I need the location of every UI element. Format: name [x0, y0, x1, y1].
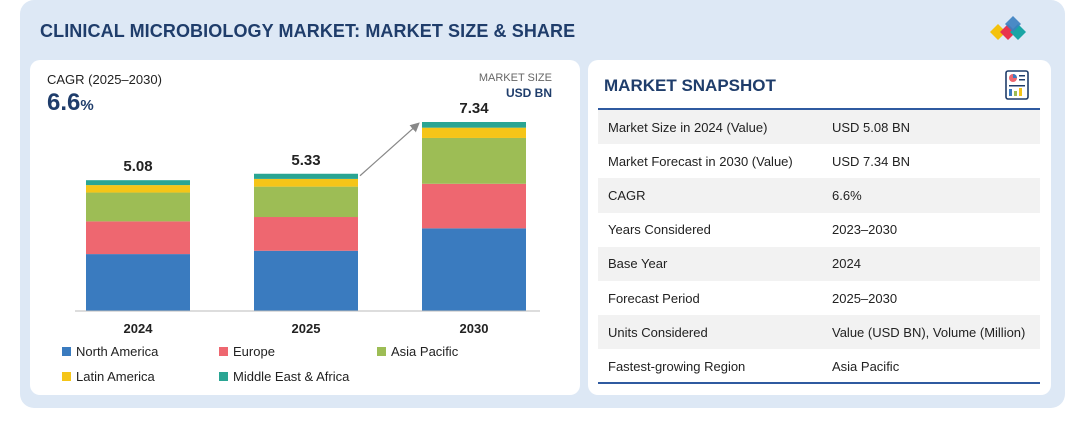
bar-segment-2024-latin-america	[86, 185, 190, 193]
bar-segment-2030-middle-east-africa	[422, 122, 526, 128]
total-label-2030: 7.34	[459, 100, 489, 117]
bar-segment-2024-europe	[86, 221, 190, 255]
legend-item-asia-pacific: Asia Pacific	[377, 344, 458, 359]
total-label-2025: 5.33	[291, 152, 320, 169]
market-size-label: MARKET SIZE	[478, 72, 552, 84]
cagr-percent-sign: %	[80, 97, 94, 114]
snapshot-row: Years Considered 2023–2030	[598, 213, 1040, 247]
legend-label: Asia Pacific	[391, 344, 459, 359]
snapshot-key: CAGR	[608, 187, 646, 203]
bar-segment-2030-north-america	[422, 228, 526, 311]
snapshot-value: USD 7.34 BN	[832, 153, 911, 169]
legend-label: Latin America	[76, 369, 155, 384]
snapshot-value: USD 5.08 BN	[832, 119, 911, 135]
snapshot-row: Fastest-growing Region Asia Pacific	[598, 349, 1040, 383]
legend-label: North America	[76, 344, 159, 359]
snapshot-value: Asia Pacific	[832, 358, 900, 374]
chart-panel: CAGR (2025–2030) 6.6% MARKET SIZE USD BN…	[30, 60, 580, 395]
bar-segment-2024-asia-pacific	[86, 192, 190, 222]
page-title: CLINICAL MICROBIOLOGY MARKET: MARKET SIZ…	[40, 21, 576, 41]
legend-item-latin-america: Latin America	[62, 369, 155, 384]
bar-segment-2025-europe	[254, 217, 358, 251]
snapshot-value: 2023–2030	[832, 222, 898, 238]
x-tick-label-2025: 2025	[292, 321, 321, 336]
snapshot-row: CAGR 6.6%	[598, 178, 1040, 213]
snapshot-key: Market Size in 2024 (Value)	[608, 119, 768, 135]
legend-label: Middle East & Africa	[233, 369, 350, 384]
snapshot-top-rule	[598, 108, 1040, 110]
snapshot-value: 2025–2030	[832, 290, 898, 306]
snapshot-key: Base Year	[608, 256, 668, 272]
snapshot-row: Base Year 2024	[598, 246, 1040, 281]
market-size-unit: USD BN	[505, 86, 552, 100]
bar-segment-2024-north-america	[86, 254, 190, 311]
total-label-2024: 5.08	[123, 158, 152, 175]
legend-item-europe: Europe	[219, 344, 275, 359]
bar-segment-2025-asia-pacific	[254, 186, 358, 218]
stacked-bar-chart: 5.08 2024 5.33 2025 7.34 2030	[75, 100, 540, 336]
legend-swatch	[219, 372, 228, 381]
bar-segment-2025-north-america	[254, 250, 358, 311]
legend-swatch	[62, 372, 71, 381]
snapshot-row: Forecast Period 2025–2030	[598, 281, 1040, 315]
logo-diamond-yellow	[990, 24, 1006, 40]
legend-swatch	[219, 347, 228, 356]
snapshot-row: Market Size in 2024 (Value) USD 5.08 BN	[598, 110, 1040, 145]
cagr-value: 6.6%	[47, 89, 94, 117]
bar-segment-2030-europe	[422, 183, 526, 229]
legend-swatch	[377, 347, 386, 356]
bar-segment-2025-middle-east-africa	[254, 173, 358, 179]
snapshot-value: 6.6%	[832, 187, 862, 203]
snapshot-key: Fastest-growing Region	[608, 358, 746, 374]
bar-segment-2030-asia-pacific	[422, 137, 526, 184]
snapshot-key: Market Forecast in 2030 (Value)	[608, 153, 793, 169]
snapshot-table: Market Size in 2024 (Value) USD 5.08 BN Ma…	[598, 110, 1040, 384]
snapshot-bottom-rule	[598, 382, 1040, 384]
x-tick-label-2024: 2024	[124, 321, 154, 336]
legend-swatch	[62, 347, 71, 356]
cagr-label: CAGR (2025–2030)	[47, 72, 162, 87]
bar-segment-2030-latin-america	[422, 127, 526, 138]
snapshot-panel: MARKET SNAPSHOT Market Size in 2024 (Val…	[588, 60, 1051, 395]
bar-segment-2024-middle-east-africa	[86, 180, 190, 186]
legend-item-middle-east-africa: Middle East & Africa	[219, 369, 349, 384]
snapshot-key: Units Considered	[608, 324, 708, 340]
diamond-logo-icon	[990, 16, 1026, 40]
legend-label: Europe	[233, 344, 275, 359]
cagr-number: 6.6	[47, 89, 81, 116]
snapshot-key: Forecast Period	[608, 290, 700, 306]
growth-arrow	[359, 122, 420, 177]
snapshot-value: Value (USD BN), Volume (Million)	[832, 324, 1026, 340]
bar-segment-2025-latin-america	[254, 178, 358, 187]
x-tick-label-2030: 2030	[460, 321, 489, 336]
snapshot-row: Market Forecast in 2030 (Value) USD 7.34 …	[598, 144, 1040, 178]
snapshot-value: 2024	[832, 256, 861, 272]
logo-diamond-blue	[1005, 16, 1021, 32]
snapshot-title: MARKET SNAPSHOT	[604, 76, 776, 95]
snapshot-key: Years Considered	[608, 222, 711, 238]
snapshot-row: Units Considered Value (USD BN), Volume (…	[598, 315, 1040, 350]
report-icon	[1005, 70, 1029, 100]
legend-item-north-america: North America	[62, 344, 158, 359]
